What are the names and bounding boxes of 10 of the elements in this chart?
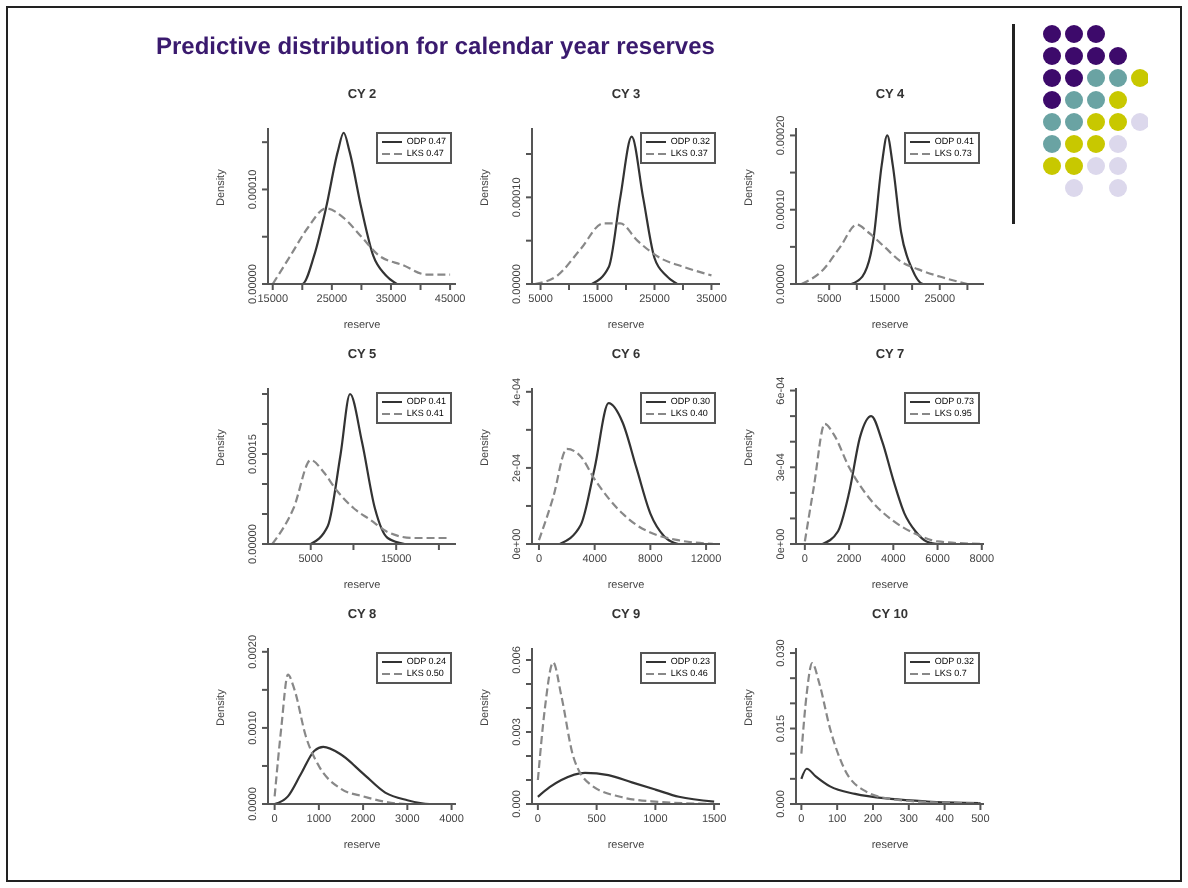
line-series	[271, 207, 452, 284]
line-series	[536, 771, 716, 803]
line-series	[800, 767, 982, 804]
line-series	[271, 458, 449, 544]
text: Predictive distribution for calendar year reserves	[156, 32, 715, 60]
line-series	[800, 662, 982, 804]
line-series	[800, 223, 969, 284]
line-series	[309, 392, 406, 544]
line-series	[533, 222, 713, 284]
line-series	[821, 415, 939, 544]
